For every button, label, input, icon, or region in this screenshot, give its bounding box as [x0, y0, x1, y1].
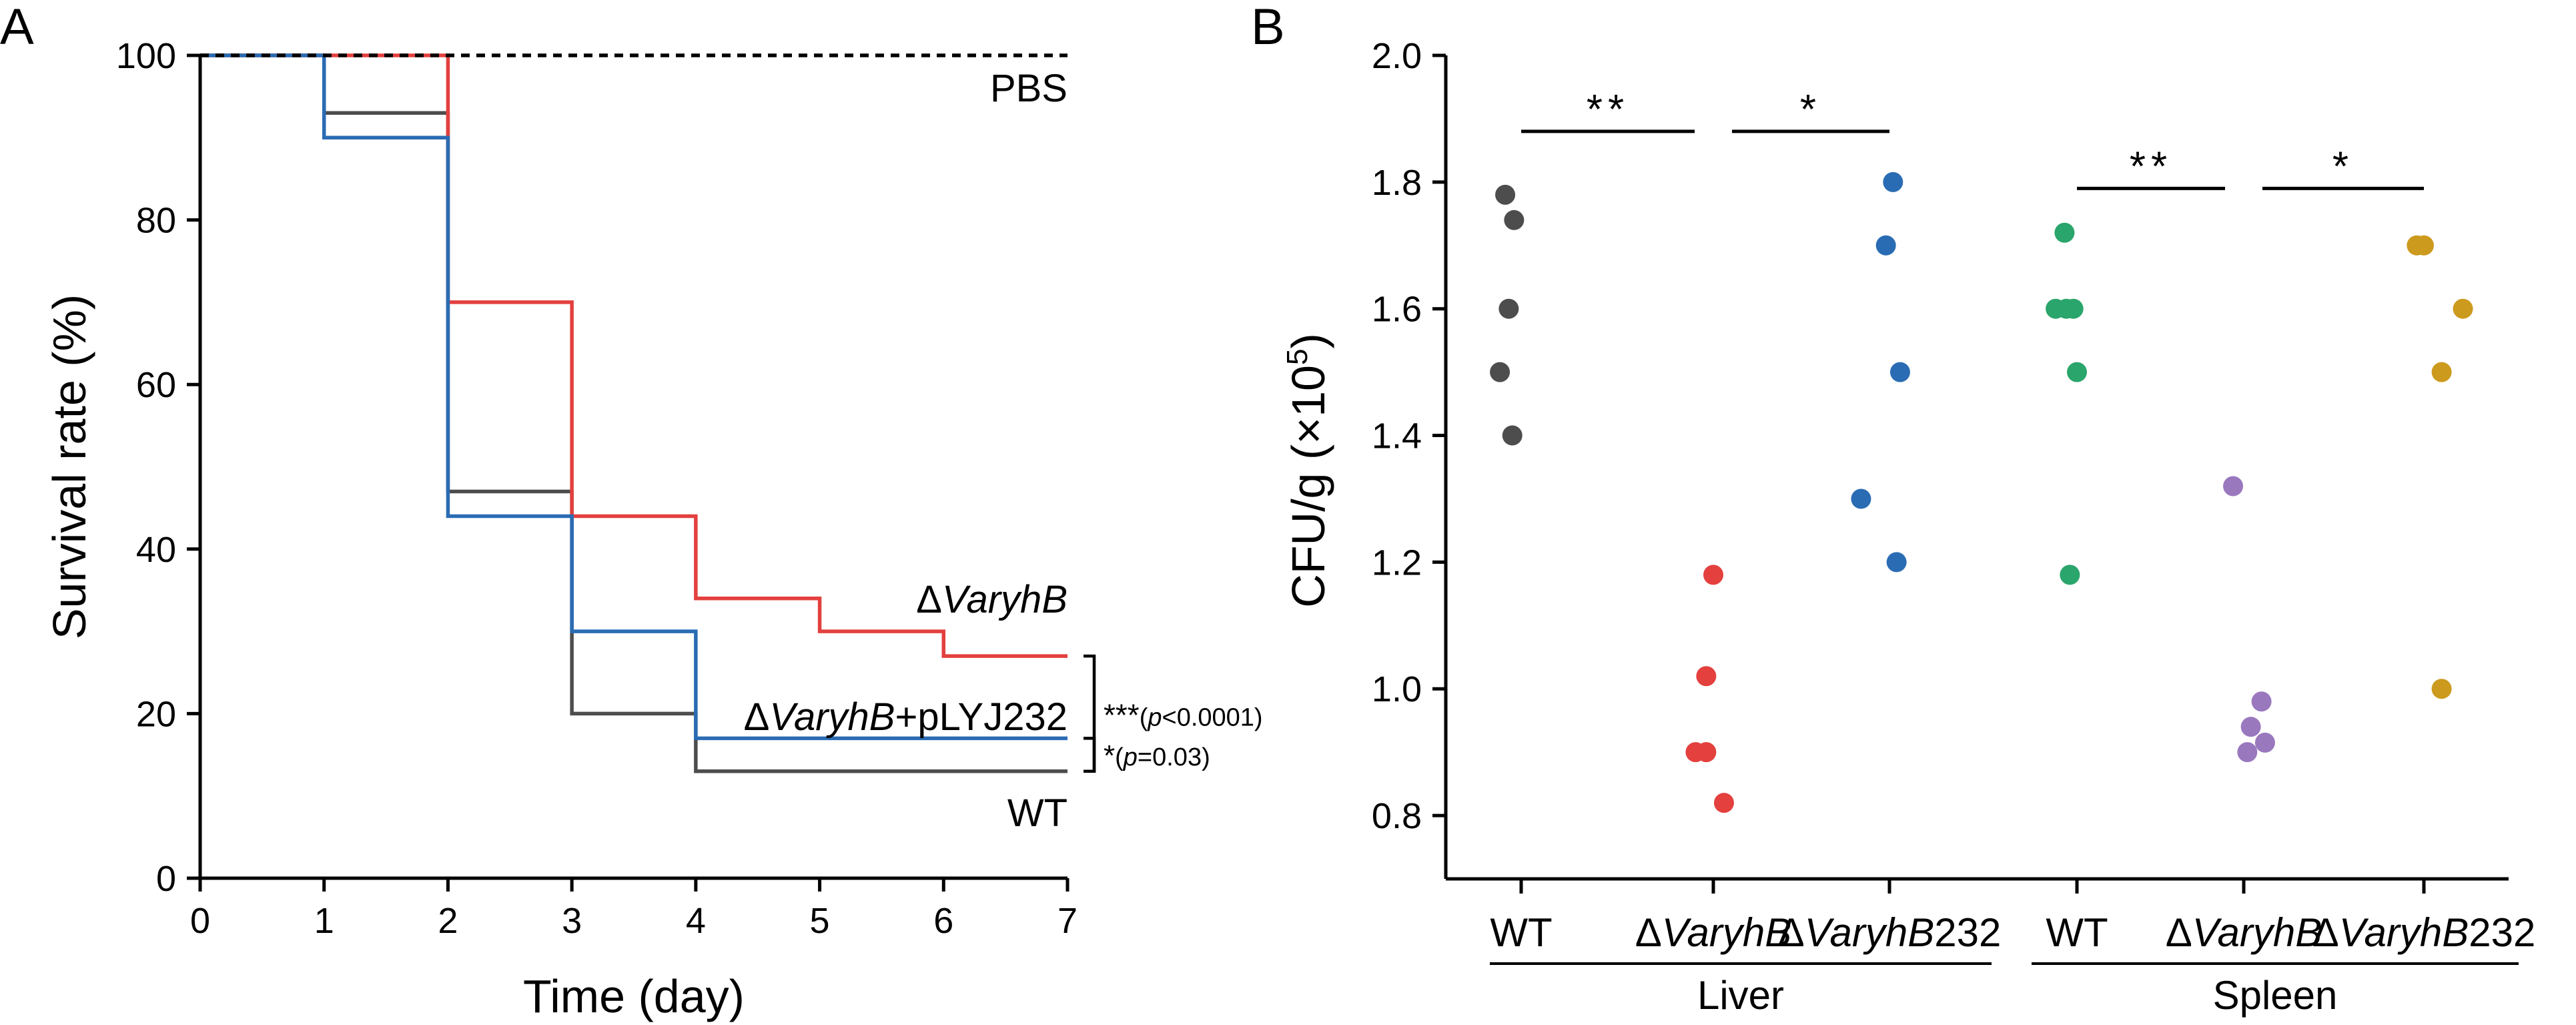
series-label-1: ΔVaryhB: [916, 578, 1067, 621]
significance-label-0: ***(p<0.0001): [1104, 697, 1263, 732]
y-tick-label: 80: [136, 201, 176, 241]
x-tick-label: 3: [562, 901, 582, 941]
group-label: Liver: [1697, 973, 1784, 1018]
data-point: [1886, 552, 1907, 573]
data-point: [2431, 679, 2452, 699]
data-point: [1490, 362, 1511, 382]
data-point: [2067, 362, 2087, 382]
x-tick-label: ΔVaryhB: [1635, 910, 1792, 955]
data-point: [1713, 793, 1734, 813]
data-point: [2237, 742, 2258, 763]
significance-stars: *: [1800, 87, 1821, 133]
data-point: [1696, 666, 1717, 687]
group-label: Spleen: [2213, 973, 2338, 1018]
y-tick-label: 60: [136, 365, 176, 405]
cfu-scatter-chart: 0.8 1.0 1.2 1.4 1.6 1.8 2.0 CFU/g (×105) WT ΔVary…: [1281, 36, 2535, 1018]
y-axis-label: Survival rate (%): [43, 294, 95, 639]
y-axis-label: CFU/g (×105): [1281, 333, 1334, 608]
significance-bracket-1: [1084, 737, 1096, 773]
y-tick-label: 1.4: [1372, 416, 1422, 456]
x-tick-label: ΔVaryhB: [2166, 910, 2322, 955]
data-point: [1875, 235, 1896, 256]
y-tick-label: 1.2: [1372, 543, 1422, 583]
y-tick-label: 20: [136, 694, 176, 734]
data-point: [2060, 565, 2080, 585]
data-point: [1883, 172, 1903, 192]
data-point: [2063, 298, 2084, 319]
panel-label-a: A: [0, 0, 34, 55]
data-point: [2414, 235, 2434, 256]
data-point: [2054, 222, 2075, 243]
y-tick-label: 0.8: [1372, 796, 1422, 836]
x-tick-label: 4: [686, 901, 706, 941]
data-point: [1498, 298, 1519, 319]
y-tick-label: 40: [136, 530, 176, 570]
x-tick-label: WT: [2046, 910, 2108, 955]
significance-stars: **: [1587, 87, 1629, 133]
data-point: [1502, 425, 1523, 446]
data-point: [2240, 717, 2261, 737]
y-tick-label: 1.8: [1372, 163, 1422, 203]
y-tick-label: 100: [116, 36, 176, 76]
x-tick-label: 5: [810, 901, 830, 941]
significance-stars: **: [2130, 143, 2172, 190]
panel-label-b: B: [1251, 0, 1285, 55]
data-point: [2453, 298, 2473, 319]
y-tick-label: 2.0: [1372, 36, 1422, 76]
significance-bracket-0: [1084, 654, 1096, 773]
data-point: [1504, 210, 1525, 230]
x-tick-label: ΔVaryhB232: [2312, 910, 2536, 955]
x-tick-label: 7: [1057, 901, 1078, 941]
significance-label-1: *(p=0.03): [1104, 739, 1210, 772]
series-label-0: PBS: [990, 67, 1067, 110]
data-point: [2431, 362, 2452, 382]
series-label-2: ΔVaryhB+pLYJ232: [744, 695, 1067, 739]
series-line-2: [200, 53, 1067, 741]
x-tick-label: ΔVaryhB232: [1778, 910, 2002, 955]
series-line-1: [200, 53, 1067, 658]
x-axis-label: Time (day): [523, 970, 745, 1022]
data-point: [1889, 362, 1910, 382]
x-tick-label: 1: [314, 901, 334, 941]
y-tick-label: 1.0: [1372, 669, 1422, 709]
data-point: [2223, 476, 2244, 496]
x-tick-label: 0: [190, 901, 210, 941]
y-tick-label: 0: [156, 859, 176, 899]
data-point: [1495, 184, 1516, 205]
x-tick-label: 2: [438, 901, 458, 941]
survival-chart: 0 1 2 3 4 5 6 7 0 20 40 60 80 100 Time (day) Survival r…: [43, 36, 1263, 1022]
data-point: [2251, 691, 2272, 712]
data-point: [2254, 732, 2275, 753]
y-tick-label: 1.6: [1372, 290, 1422, 330]
series-label-3: WT: [1007, 791, 1067, 835]
series-line-3: [200, 53, 1067, 773]
data-point: [1851, 488, 1871, 509]
x-tick-label: 6: [933, 901, 953, 941]
data-point: [1696, 742, 1717, 763]
data-point: [1703, 565, 1723, 585]
significance-stars: *: [2332, 143, 2354, 190]
x-tick-label: WT: [1490, 910, 1552, 955]
